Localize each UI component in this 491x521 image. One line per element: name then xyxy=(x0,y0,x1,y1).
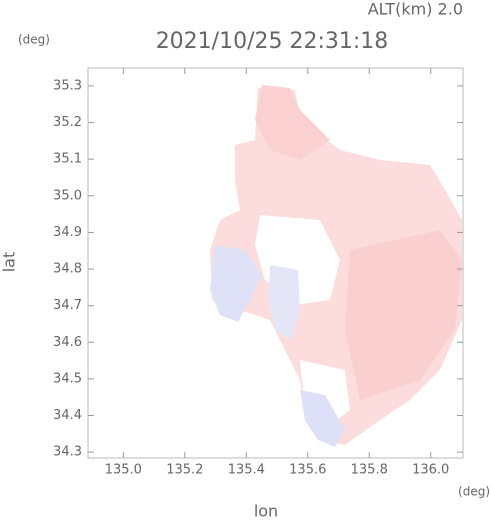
x-tick-label: 135.2 xyxy=(166,463,203,478)
x-tick-label: 135.6 xyxy=(289,463,326,478)
negative-velocity-area xyxy=(300,390,345,447)
x-tick-label: 135.4 xyxy=(228,463,265,478)
y-tick-label: 34.5 xyxy=(53,371,82,386)
radar-field xyxy=(210,85,462,447)
positive-velocity-area xyxy=(345,230,462,400)
x-tick-label: 135.8 xyxy=(351,463,388,478)
y-tick-label: 34.8 xyxy=(53,262,82,277)
x-axis-label: lon xyxy=(254,502,278,521)
altitude-label: ALT(km) 2.0 xyxy=(368,0,463,19)
y-tick-label: 35.0 xyxy=(53,188,82,203)
positive-velocity-area xyxy=(255,85,330,160)
y-axis-label: lat xyxy=(0,252,19,273)
x-tick-label: 135.0 xyxy=(105,463,142,478)
y-tick-label: 35.3 xyxy=(53,78,82,93)
y-tick-label: 34.4 xyxy=(53,408,82,423)
y-tick-label: 34.9 xyxy=(53,225,82,240)
y-tick-label: 34.3 xyxy=(53,445,82,460)
x-unit: (deg) xyxy=(458,485,490,499)
y-unit: (deg) xyxy=(18,33,50,47)
x-tick-label: 136.0 xyxy=(412,463,449,478)
y-tick-label: 34.6 xyxy=(53,335,82,350)
y-tick-label: 35.1 xyxy=(53,152,82,167)
y-tick-label: 35.2 xyxy=(53,115,82,130)
plot-frame xyxy=(87,67,464,459)
negative-velocity-area xyxy=(210,245,262,322)
chart-title: 2021/10/25 22:31:18 xyxy=(156,29,389,54)
y-tick-label: 34.7 xyxy=(53,298,82,313)
negative-velocity-area xyxy=(268,265,300,340)
